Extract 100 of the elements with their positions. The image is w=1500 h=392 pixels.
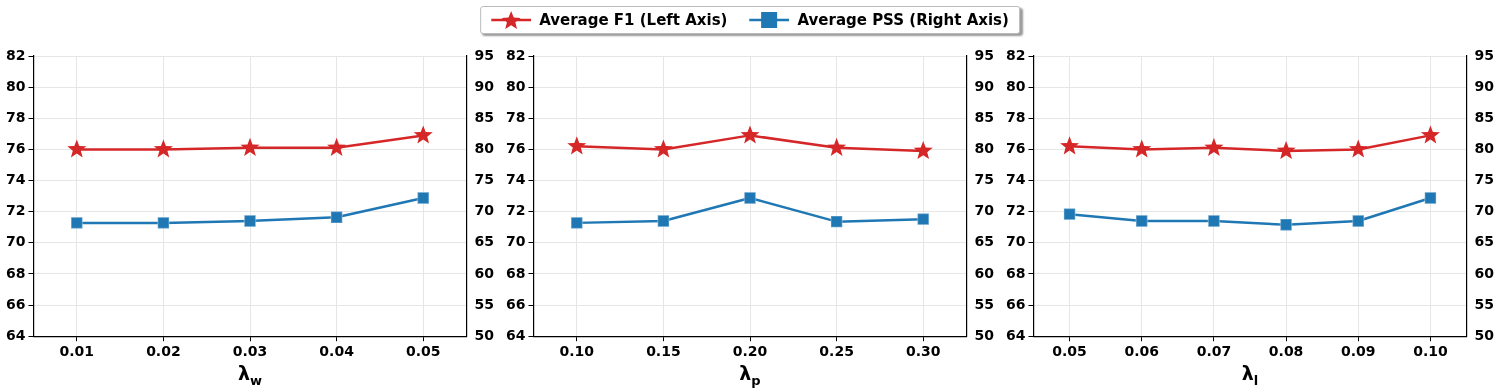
y-tick-label: 72 [506,202,526,219]
y-tick-label: 68 [506,264,526,281]
point [1279,218,1293,232]
y2-tick-label: 80 [1474,140,1495,157]
point [330,210,344,224]
x-tick-label: 0.20 [732,343,768,360]
y2-tick-label: 65 [474,233,494,250]
x-tick-label: 0.15 [646,343,681,360]
point [656,214,670,228]
y-tick-label: 76 [6,140,26,157]
y-tick-label: 70 [6,233,26,250]
y-tick-label: 74 [6,171,26,188]
y2-tick-label: 60 [1474,264,1495,281]
point [1060,136,1080,155]
legend-label: Average F1 (Left Axis) [539,11,728,29]
y2-tick-label: 50 [474,326,495,343]
point [240,137,260,156]
point [827,137,847,156]
y-tick-label: 74 [1006,171,1026,188]
y2-tick-label: 50 [1474,326,1495,343]
point [1351,214,1365,228]
y2-tick-label: 50 [974,326,995,343]
y-tick-label: 72 [1006,202,1026,219]
y2-tick-label: 75 [1474,171,1494,188]
y-tick-label: 82 [1006,46,1026,63]
legend-label: Average PSS (Right Axis) [797,11,1009,29]
point [67,139,87,158]
point [1420,125,1440,144]
y2-tick-label: 55 [474,295,494,312]
x-tick-label: 0.01 [59,343,95,360]
y2-tick-label: 90 [474,77,495,94]
x-tick-label: 0.06 [1124,343,1160,360]
x-tick-label: 0.07 [1196,343,1232,360]
y2-tick-label: 60 [974,264,995,281]
y-tick-label: 80 [6,77,26,94]
y-tick-label: 76 [506,140,526,157]
point [913,140,933,160]
y-tick-label: 66 [6,295,26,312]
y2-tick-label: 80 [974,140,995,157]
y2-tick-label: 65 [1474,233,1494,250]
y2-tick-label: 85 [1474,108,1494,125]
y-tick-label: 64 [6,326,26,343]
y2-tick-label: 85 [974,108,994,125]
y2-tick-label: 95 [974,46,994,63]
x-tick-label: 0.08 [1268,343,1304,360]
y2-tick-label: 55 [974,295,994,312]
y-tick-label: 64 [506,326,526,343]
y2-tick-label: 95 [1474,46,1494,63]
point [830,215,844,229]
point [327,137,347,156]
y2-tick-label: 85 [474,108,494,125]
y-tick-label: 80 [506,77,526,94]
y2-tick-label: 65 [974,233,994,250]
point [1063,207,1076,221]
y2-tick-label: 90 [974,77,995,94]
y2-tick-label: 70 [474,202,495,219]
x-tick-label: 0.02 [146,343,181,360]
y2-tick-label: 70 [1474,202,1495,219]
x-tick-label: 0.25 [819,343,854,360]
point [570,216,584,230]
y-tick-label: 72 [6,202,26,219]
y-tick-label: 70 [1006,233,1026,250]
point [1135,214,1149,228]
point [1132,139,1152,158]
x-tick-label: 0.09 [1340,343,1376,360]
point [1204,137,1224,156]
x-tick-label: 0.03 [232,343,268,360]
y-tick-label: 74 [506,171,526,188]
x-tick-label: 0.05 [1052,343,1087,360]
y-tick-label: 66 [506,295,526,312]
y2-tick-label: 90 [1474,77,1495,94]
y2-tick-label: 75 [974,171,994,188]
y-tick-label: 78 [6,108,26,125]
y-tick-label: 78 [1006,108,1026,125]
y-tick-label: 76 [1006,140,1026,157]
point [653,139,673,158]
point [416,191,430,205]
y-tick-label: 68 [6,264,26,281]
x-tick-label: 0.05 [405,343,441,360]
y2-tick-label: 55 [1474,295,1494,312]
point [567,136,587,155]
x-tick-label: 0.10 [1413,343,1448,360]
y-tick-label: 68 [1006,264,1026,281]
point [740,125,760,144]
point [1276,140,1296,160]
point [153,139,173,158]
point [70,216,84,230]
y2-tick-label: 70 [974,202,995,219]
point [916,212,930,226]
y2-tick-label: 80 [474,140,495,157]
x-tick-label: 0.10 [559,343,595,360]
y-tick-label: 82 [6,46,26,63]
point [156,216,170,230]
x-tick-label: 0.30 [905,343,941,360]
point [1424,191,1437,205]
point [1348,139,1368,158]
y-tick-label: 64 [1006,326,1026,343]
y2-tick-label: 95 [474,46,494,63]
y-tick-label: 70 [506,233,526,250]
y-tick-label: 82 [506,46,526,63]
